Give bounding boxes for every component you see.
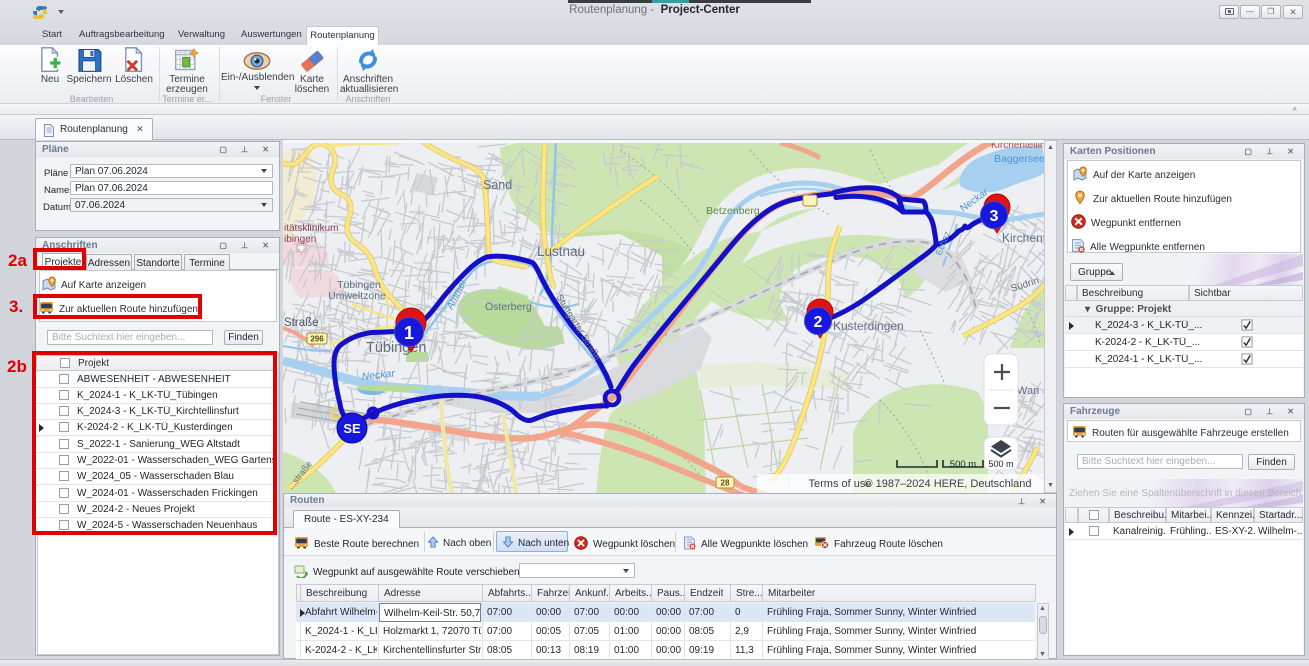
- svg-text:© 1987–2024 HERE, Deutschland: © 1987–2024 HERE, Deutschland: [864, 478, 1031, 490]
- svg-text:Kusterdingen: Kusterdingen: [833, 319, 904, 333]
- svg-text:Österberg: Österberg: [485, 301, 532, 313]
- svg-text:500 m: 500 m: [988, 459, 1013, 469]
- svg-text:2: 2: [814, 314, 823, 331]
- svg-text:Umweltzone: Umweltzone: [328, 290, 386, 302]
- svg-text:Sand: Sand: [483, 178, 512, 192]
- svg-text:Tübingen: Tübingen: [337, 279, 381, 291]
- svg-text:Wan: Wan: [1017, 385, 1039, 397]
- svg-text:ibingen: ibingen: [284, 234, 316, 245]
- svg-text:Lustnau: Lustnau: [537, 244, 585, 259]
- svg-text:Kirchent: Kirchent: [1002, 231, 1044, 245]
- svg-text:Straße: Straße: [284, 317, 319, 329]
- svg-text:28: 28: [721, 479, 730, 488]
- svg-text:SE: SE: [343, 421, 361, 436]
- svg-text:Baggersee: Baggersee: [994, 153, 1044, 165]
- svg-text:296: 296: [310, 335, 324, 344]
- svg-text:Neckar: Neckar: [361, 368, 396, 383]
- svg-text:1: 1: [404, 323, 414, 343]
- svg-text:Terms of use: Terms of use: [809, 478, 872, 490]
- svg-text:500 m: 500 m: [950, 459, 976, 470]
- svg-text:Kirchentellinsf: Kirchentellinsf: [991, 140, 1044, 151]
- svg-text:3: 3: [990, 208, 999, 225]
- svg-text:Betzenberg: Betzenberg: [706, 205, 760, 217]
- svg-text:itätsklinikum: itätsklinikum: [284, 223, 338, 234]
